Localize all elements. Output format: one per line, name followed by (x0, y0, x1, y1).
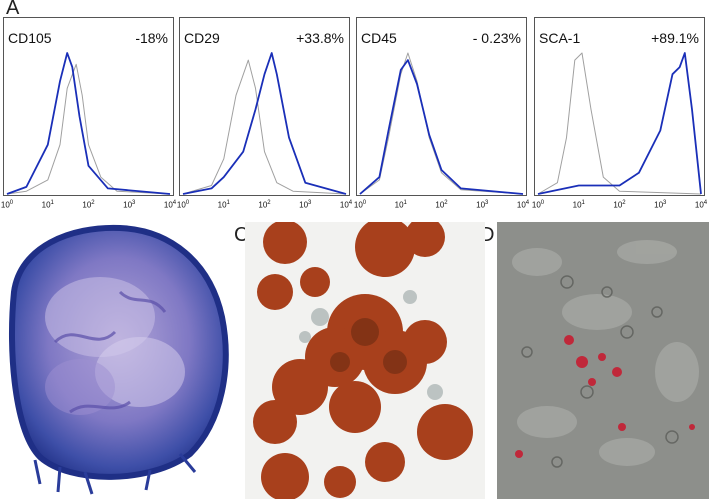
axis-tick-label: 102 (613, 200, 626, 210)
axis-tick-label: 101 (217, 200, 230, 210)
panel-label-a: A (6, 0, 20, 19)
percent-change: +89.1% (651, 30, 699, 46)
marker-label: CD29 (184, 30, 220, 46)
histogram-cd29: CD29 +33.8% (179, 17, 350, 196)
axis-tick-label: 101 (41, 200, 54, 210)
marker-label: CD45 (361, 30, 397, 46)
x-axis-cd29: 100 101 102 103 104 (176, 197, 353, 217)
axis-tick-label: 102 (82, 200, 95, 210)
series-line-stained (359, 59, 524, 195)
micrograph-chondrogenic-pellet (0, 222, 232, 499)
x-axis-sca1: 100 101 102 103 104 (531, 197, 708, 217)
axis-tick-label: 103 (123, 200, 136, 210)
x-axis-cd105: 100 101 102 103 104 (0, 197, 177, 217)
axis-tick-label: 104 (694, 200, 708, 210)
axis-tick-label: 103 (299, 200, 312, 210)
axis-tick-label: 100 (0, 200, 14, 210)
series-line-stained (182, 52, 347, 195)
histogram-cd45: CD45 - 0.23% (356, 17, 527, 196)
axis-tick-label: 102 (435, 200, 448, 210)
histogram-plot (6, 52, 171, 195)
axis-tick-label: 100 (353, 200, 367, 210)
axis-tick-label: 104 (163, 200, 177, 210)
axis-tick-label: 100 (531, 200, 545, 210)
histogram-plot (182, 52, 347, 195)
histogram-plot (537, 52, 702, 195)
percent-change: +33.8% (296, 30, 344, 46)
histogram-plot (359, 52, 524, 195)
series-line-control (359, 52, 524, 195)
marker-label: CD105 (8, 30, 52, 46)
series-line-stained (6, 52, 171, 195)
series-line-control (182, 59, 347, 195)
series-line-stained (537, 52, 702, 195)
micrograph-osteogenic-alizarin (245, 222, 485, 499)
axis-tick-label: 103 (654, 200, 667, 210)
percent-change: - 0.23% (472, 30, 521, 46)
axis-tick-label: 104 (516, 200, 530, 210)
axis-tick-label: 101 (572, 200, 585, 210)
series-line-control (6, 63, 171, 195)
axis-tick-label: 100 (176, 200, 190, 210)
percent-change: -18% (135, 30, 168, 46)
axis-tick-label: 103 (476, 200, 489, 210)
histogram-sca1: SCA-1 +89.1% (534, 17, 705, 196)
marker-label: SCA-1 (539, 30, 581, 46)
axis-tick-label: 104 (339, 200, 353, 210)
series-line-control (537, 52, 702, 195)
x-axis-cd45: 100 101 102 103 104 (353, 197, 530, 217)
panel-label-c: C (234, 224, 249, 246)
axis-tick-label: 102 (258, 200, 271, 210)
histogram-cd105: CD105 -18% (3, 17, 174, 196)
axis-tick-label: 101 (394, 200, 407, 210)
micrograph-adipogenic-oilred (497, 222, 709, 499)
